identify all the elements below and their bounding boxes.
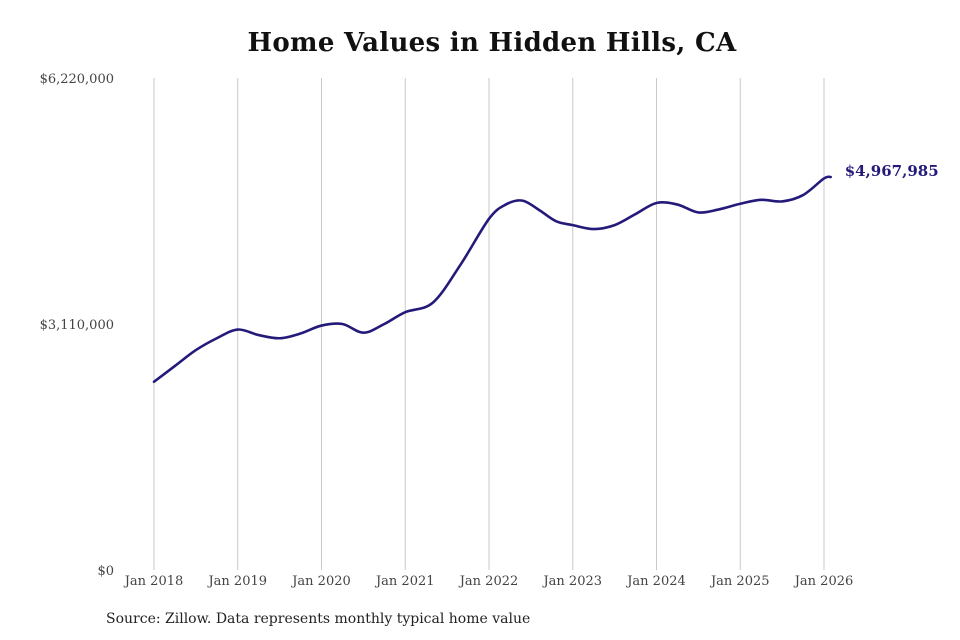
x-tick-label: Jan 2025	[709, 574, 770, 589]
x-tick-label: Jan 2023	[541, 574, 602, 589]
source-note: Source: Zillow. Data represents monthly …	[106, 611, 531, 627]
x-tick-label: Jan 2026	[793, 574, 854, 589]
x-tick-label: Jan 2018	[123, 574, 184, 589]
x-axis-ticks: Jan 2018 Jan 2019 Jan 2020 Jan 2021 Jan 2022…	[123, 574, 854, 589]
chart-title: Home Values in Hidden Hills, CA	[247, 28, 737, 58]
y-tick-label: $3,110,000	[40, 318, 114, 333]
end-value-label: $4,967,985	[845, 162, 939, 180]
y-tick-label: $0	[97, 564, 114, 579]
x-tick-label: Jan 2021	[374, 574, 435, 589]
y-axis-ticks: $0 $3,110,000 $6,220,000	[40, 72, 114, 579]
x-tick-label: Jan 2020	[290, 574, 351, 589]
x-tick-label: Jan 2019	[206, 574, 267, 589]
x-tick-label: Jan 2024	[625, 574, 686, 589]
label-layer: $4,967,985	[845, 162, 939, 180]
x-tick-label: Jan 2022	[458, 574, 519, 589]
series-layer	[152, 175, 832, 384]
home-value-series-line	[152, 175, 832, 384]
grid-layer	[153, 78, 825, 570]
y-tick-label: $6,220,000	[40, 72, 114, 87]
